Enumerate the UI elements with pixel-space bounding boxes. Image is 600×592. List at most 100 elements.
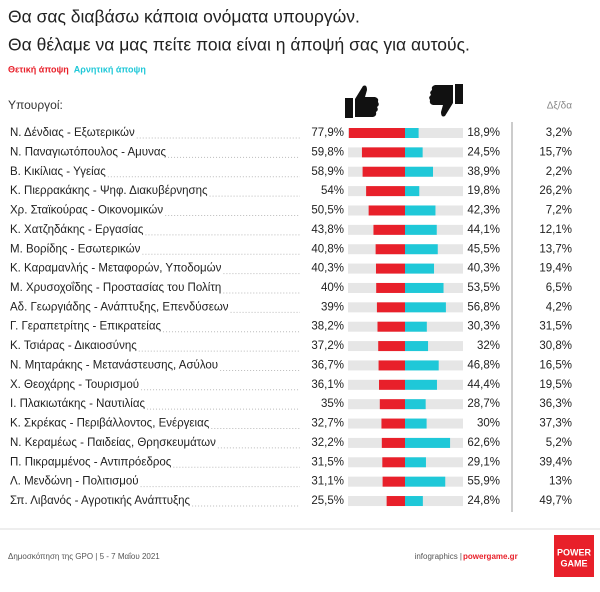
site: powergame.gr — [463, 552, 518, 561]
value-label: 31,5% — [539, 321, 572, 333]
bar-positive — [368, 205, 405, 216]
bar-positive — [381, 418, 405, 429]
value-label: 36,7% — [311, 359, 344, 371]
category-label: Κ. Τσιάρας - Δικαιοσύνης — [10, 340, 137, 352]
value-label: 40,8% — [311, 243, 344, 255]
value-label: 77,9% — [311, 127, 344, 139]
value-label: 26,2% — [539, 185, 572, 197]
value-label: 24,5% — [467, 146, 500, 158]
bar-negative — [405, 205, 436, 216]
value-label: 59,8% — [311, 146, 344, 158]
value-label: 36,1% — [311, 379, 344, 391]
bar-positive — [376, 302, 405, 313]
category-label: Κ. Σκρέκας - Περιβάλλοντος, Ενέργειας — [10, 418, 210, 430]
bar-positive — [386, 496, 405, 507]
category-label: Ν. Δένδιας - Εξωτερικών — [10, 127, 135, 139]
bar-positive — [373, 224, 405, 235]
bar-negative — [405, 437, 451, 448]
bar-negative — [405, 244, 438, 255]
value-label: 13% — [549, 476, 572, 488]
value-label: 18,9% — [467, 127, 500, 139]
value-label: 58,9% — [311, 166, 344, 178]
bar-negative — [405, 496, 423, 507]
value-label: 31,5% — [311, 456, 344, 468]
column-header: Δξ/δα — [547, 101, 573, 112]
value-label: 37,2% — [311, 340, 344, 352]
thumbs-down-icon — [429, 84, 463, 117]
bar-positive — [377, 321, 405, 332]
category-label: Ν. Παναγιωτόπουλος - Αμυνας — [10, 146, 166, 158]
value-label: 49,7% — [539, 495, 572, 507]
bar-negative — [405, 186, 420, 197]
value-label: 4,2% — [546, 301, 572, 313]
category-label: Μ. Βορίδης - Εσωτερικών — [10, 243, 141, 255]
bar-negative — [405, 360, 439, 371]
category-label: Αδ. Γεωργιάδης - Ανάπτυξης, Επενδύσεων — [10, 301, 229, 313]
value-label: 30,3% — [467, 321, 500, 333]
value-label: 19,5% — [539, 379, 572, 391]
value-label: 5,2% — [546, 437, 572, 449]
value-label: 54% — [321, 185, 344, 197]
bar-negative — [405, 147, 423, 158]
value-label: 19,8% — [467, 185, 500, 197]
logo-box — [554, 535, 594, 577]
value-label: 38,2% — [311, 321, 344, 333]
value-label: 32% — [477, 340, 500, 352]
value-label: 32,7% — [311, 418, 344, 430]
bar-positive — [366, 186, 405, 197]
bar-positive — [382, 476, 405, 487]
bar-negative — [405, 341, 429, 352]
legend-entry: Αρνητική άποψη — [74, 64, 146, 74]
footer-note: Δημοσκόπηση της GPO | 5 - 7 Μαΐου 2021 — [8, 552, 160, 561]
category-label: Χ. Θεοχάρης - Τουρισμού — [10, 379, 139, 391]
bar-positive — [379, 379, 405, 390]
category-label: Γ. Γεραπετρίτης - Επικρατείας — [10, 321, 161, 333]
bar-positive — [381, 437, 405, 448]
value-label: 6,5% — [546, 282, 572, 294]
value-label: 44,4% — [467, 379, 500, 391]
value-label: 31,1% — [311, 476, 344, 488]
bar-negative — [405, 476, 446, 487]
category-header: Υπουργοί: — [8, 98, 63, 112]
category-label: Μ. Χρυσοχοΐδης - Προστασίας του Πολίτη — [10, 282, 221, 294]
value-label: 53,5% — [467, 282, 500, 294]
value-label: 25,5% — [311, 495, 344, 507]
category-label: Ν. Κεραμέως - Παιδείας, Θρησκευμάτων — [10, 437, 216, 449]
value-label: 36,3% — [539, 398, 572, 410]
logo-text: GAME — [561, 558, 588, 568]
category-label: Λ. Μενδώνη - Πολιτισμού — [10, 476, 139, 488]
value-label: 30,8% — [539, 340, 572, 352]
value-label: 28,7% — [467, 398, 500, 410]
value-label: 16,5% — [539, 359, 572, 371]
value-label: 3,2% — [546, 127, 572, 139]
value-label: 37,3% — [539, 418, 572, 430]
value-label: 15,7% — [539, 146, 572, 158]
value-label: 44,1% — [467, 224, 500, 236]
value-label: 45,5% — [467, 243, 500, 255]
bar-positive — [375, 263, 405, 274]
bar-negative — [405, 399, 426, 410]
bar-positive — [382, 457, 405, 468]
bar-positive — [379, 399, 405, 410]
value-label: 39% — [321, 301, 344, 313]
value-label: 55,9% — [467, 476, 500, 488]
value-label: 30% — [477, 418, 500, 430]
category-label: Κ. Χατζηδάκης - Εργασίας — [10, 224, 144, 236]
value-label: 40,3% — [467, 263, 500, 275]
value-label: 32,2% — [311, 437, 344, 449]
bar-negative — [405, 224, 437, 235]
category-label: Κ. Πιερρακάκης - Ψηφ. Διακυβέρνησης — [10, 185, 208, 197]
title-line: Θα σας διαβάσω κάποια ονόματα υπουργών. — [8, 7, 360, 27]
bar-negative — [405, 457, 426, 468]
value-label: 2,2% — [546, 166, 572, 178]
bar-negative — [405, 128, 419, 138]
value-label: 40,3% — [311, 263, 344, 275]
bar-negative — [405, 166, 434, 177]
logo-text: POWER — [557, 547, 592, 557]
value-label: 40% — [321, 282, 344, 294]
bar-negative — [405, 418, 427, 429]
value-label: 56,8% — [467, 301, 500, 313]
value-label: 13,7% — [539, 243, 572, 255]
category-label: Ι. Πλακιωτάκης - Ναυτιλίας — [10, 398, 145, 410]
